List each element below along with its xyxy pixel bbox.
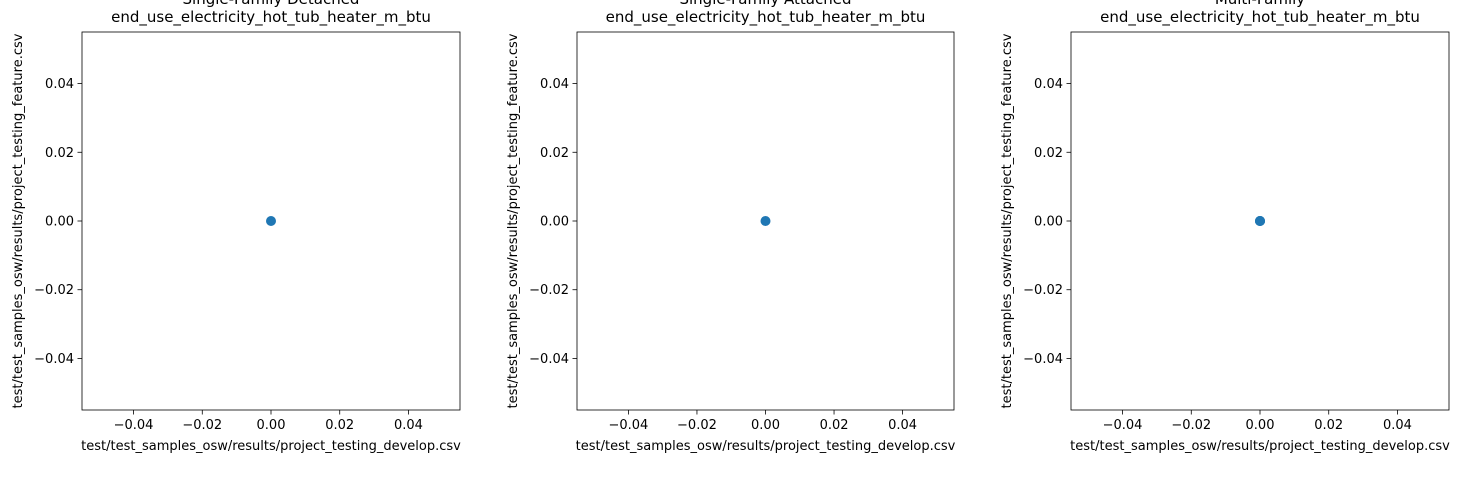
subplot-1: Single-Family Detachedend_use_electricit… <box>11 0 461 454</box>
y-tick-label: 0.04 <box>45 77 74 92</box>
scatter-point <box>1255 216 1265 226</box>
scatter-point <box>266 216 276 226</box>
y-tick-label: −0.04 <box>1023 352 1063 367</box>
subplot-3: Multi-Familyend_use_electricity_hot_tub_… <box>1000 0 1450 454</box>
x-tick-label: −0.04 <box>114 418 154 433</box>
x-axis-label: test/test_samples_osw/results/project_te… <box>576 439 956 454</box>
y-tick-label: −0.04 <box>34 352 74 367</box>
x-axis-label: test/test_samples_osw/results/project_te… <box>1070 439 1450 454</box>
x-tick-label: −0.04 <box>608 418 648 433</box>
y-tick-label: 0.02 <box>1034 146 1063 161</box>
x-tick-label: 0.02 <box>820 418 849 433</box>
y-tick-label: −0.04 <box>529 352 569 367</box>
x-tick-label: −0.02 <box>677 418 717 433</box>
x-tick-label: 0.04 <box>394 418 423 433</box>
y-axis-label: test/test_samples_osw/results/project_te… <box>11 33 26 408</box>
x-tick-label: 0.00 <box>257 418 286 433</box>
x-tick-label: 0.00 <box>1246 418 1275 433</box>
subplot-2: Single-Family Attachedend_use_electricit… <box>506 0 956 454</box>
scatter-point <box>760 216 771 226</box>
y-tick-label: 0.02 <box>45 146 74 161</box>
x-tick-label: 0.02 <box>1314 418 1343 433</box>
chart-title: Single-Family Attached <box>679 0 851 8</box>
chart-title: end_use_electricity_hot_tub_heater_m_btu <box>1100 8 1420 27</box>
x-tick-label: −0.04 <box>1103 418 1143 433</box>
y-tick-label: 0.00 <box>540 215 569 230</box>
x-tick-label: 0.02 <box>325 418 354 433</box>
y-tick-label: 0.04 <box>1034 77 1063 92</box>
chart-title: end_use_electricity_hot_tub_heater_m_btu <box>606 8 926 27</box>
x-axis-label: test/test_samples_osw/results/project_te… <box>81 439 461 454</box>
chart-title: Multi-Family <box>1215 0 1305 8</box>
y-tick-label: −0.02 <box>1023 283 1063 298</box>
y-tick-label: −0.02 <box>529 283 569 298</box>
x-tick-label: 0.04 <box>888 418 917 433</box>
x-tick-label: −0.02 <box>182 418 222 433</box>
y-tick-label: −0.02 <box>34 283 74 298</box>
chart-title: end_use_electricity_hot_tub_heater_m_btu <box>111 8 431 27</box>
x-tick-label: −0.02 <box>1171 418 1211 433</box>
y-tick-label: 0.00 <box>1034 215 1063 230</box>
chart-title: Single-Family Detached <box>183 0 360 8</box>
y-axis-label: test/test_samples_osw/results/project_te… <box>1000 33 1015 408</box>
y-tick-label: 0.02 <box>540 146 569 161</box>
y-axis-label: test/test_samples_osw/results/project_te… <box>506 33 521 408</box>
x-tick-label: 0.00 <box>751 418 780 433</box>
x-tick-label: 0.04 <box>1383 418 1412 433</box>
y-tick-label: 0.04 <box>540 77 569 92</box>
y-tick-label: 0.00 <box>45 215 74 230</box>
